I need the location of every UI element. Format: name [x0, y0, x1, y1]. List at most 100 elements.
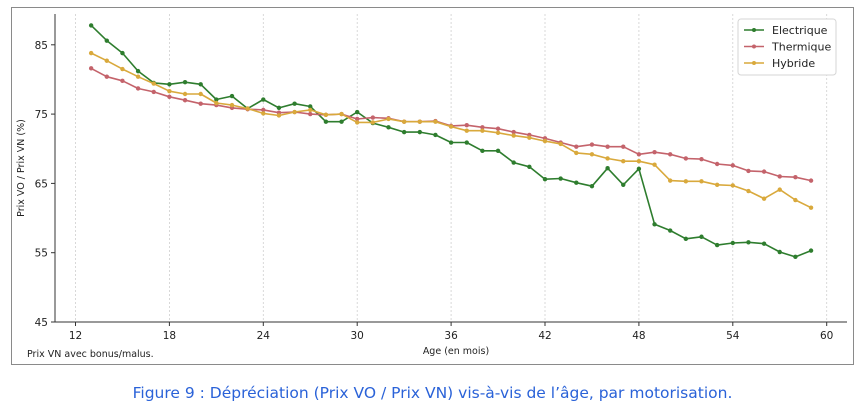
data-point — [808, 248, 814, 253]
data-point — [495, 126, 501, 131]
data-point — [574, 150, 579, 156]
data-point — [746, 168, 751, 174]
data-point — [88, 66, 94, 71]
y-axis-label: Prix VO / Prix VN (%) — [16, 119, 27, 217]
data-point — [323, 119, 329, 124]
data-point — [699, 156, 704, 162]
data-point — [120, 66, 125, 72]
data-point — [401, 129, 407, 135]
data-point — [323, 112, 329, 117]
data-point — [746, 240, 751, 245]
data-point — [448, 140, 454, 145]
data-point — [182, 80, 188, 85]
data-point — [589, 183, 595, 189]
grid-lines — [75, 14, 828, 322]
data-point — [292, 109, 297, 115]
data-point — [198, 91, 203, 97]
data-point — [308, 107, 313, 113]
data-point — [355, 109, 360, 115]
data-point — [511, 160, 516, 165]
data-point — [714, 182, 720, 187]
data-point — [480, 125, 485, 130]
data-point — [652, 162, 657, 167]
data-point — [636, 166, 642, 172]
series-electrique — [88, 23, 814, 260]
data-point — [542, 177, 548, 182]
data-point — [433, 119, 438, 124]
data-point — [261, 111, 266, 116]
data-point — [699, 179, 704, 184]
data-point — [417, 119, 422, 124]
data-point — [714, 242, 720, 248]
data-point — [182, 98, 188, 103]
y-tick-label: 45 — [35, 317, 48, 329]
figure-caption: Figure 9 : Dépréciation (Prix VO / Prix … — [132, 384, 733, 402]
chart-note: Prix VN avec bonus/malus. — [27, 349, 154, 360]
depreciation-line-chart: 12 18 24 30 36 42 48 54 60 45 55 65 75 85 Age (en mo… — [16, 14, 847, 360]
legend-marker — [752, 44, 756, 49]
data-point — [589, 152, 595, 157]
data-point — [480, 148, 485, 154]
data-point — [808, 178, 814, 183]
legend-box — [737, 18, 837, 76]
x-ticks: 12 18 24 30 36 42 48 54 60 — [69, 322, 833, 342]
data-point — [668, 178, 673, 183]
data-point — [668, 228, 673, 233]
x-tick-label: 24 — [257, 330, 271, 342]
x-axis-label: Age (en mois) — [423, 346, 489, 357]
data-point — [495, 130, 501, 136]
data-point — [683, 156, 689, 161]
x-tick-label: 48 — [632, 330, 645, 342]
legend-item-electrique: Electrique — [744, 24, 828, 37]
x-tick-label: 12 — [69, 330, 82, 342]
data-point — [777, 174, 782, 179]
data-point — [777, 187, 782, 192]
data-point — [793, 174, 798, 180]
legend-label: Thermique — [771, 41, 832, 54]
data-point — [558, 176, 563, 181]
data-point — [699, 234, 704, 239]
data-point — [793, 197, 798, 203]
data-point — [761, 196, 767, 201]
x-tick-label: 18 — [163, 330, 176, 342]
data-point — [104, 58, 110, 63]
data-point — [652, 222, 657, 227]
data-point — [652, 150, 657, 155]
data-point — [88, 50, 94, 56]
data-point — [683, 179, 689, 184]
data-point — [308, 111, 313, 117]
x-tick-label: 54 — [726, 330, 740, 342]
data-point — [527, 135, 532, 140]
data-point — [558, 141, 563, 147]
data-point — [464, 122, 469, 128]
data-point — [574, 144, 579, 149]
data-point — [88, 23, 94, 28]
data-point — [355, 120, 360, 125]
data-point — [355, 116, 360, 122]
data-point — [135, 74, 141, 79]
data-point — [621, 159, 626, 164]
data-point — [636, 152, 642, 157]
legend-item-hybride: Hybride — [744, 57, 815, 70]
data-point — [120, 50, 125, 56]
x-tick-label: 36 — [444, 330, 458, 342]
data-point — [542, 138, 548, 144]
data-point — [151, 81, 156, 86]
data-point — [370, 120, 376, 125]
data-point — [605, 165, 610, 171]
data-point — [308, 104, 313, 109]
legend-label: Electrique — [772, 24, 828, 37]
data-point — [401, 119, 407, 124]
data-point — [761, 241, 767, 246]
legend: Electrique Thermique Hybride — [737, 18, 837, 76]
data-point — [480, 128, 485, 133]
data-point — [495, 148, 501, 154]
data-point — [621, 144, 626, 149]
data-point — [605, 156, 610, 161]
y-tick-label: 65 — [35, 178, 48, 190]
y-ticks: 45 55 65 75 85 — [35, 40, 55, 329]
data-point — [464, 140, 469, 145]
data-point — [292, 101, 297, 106]
data-point — [636, 159, 642, 164]
legend-marker — [752, 61, 756, 65]
